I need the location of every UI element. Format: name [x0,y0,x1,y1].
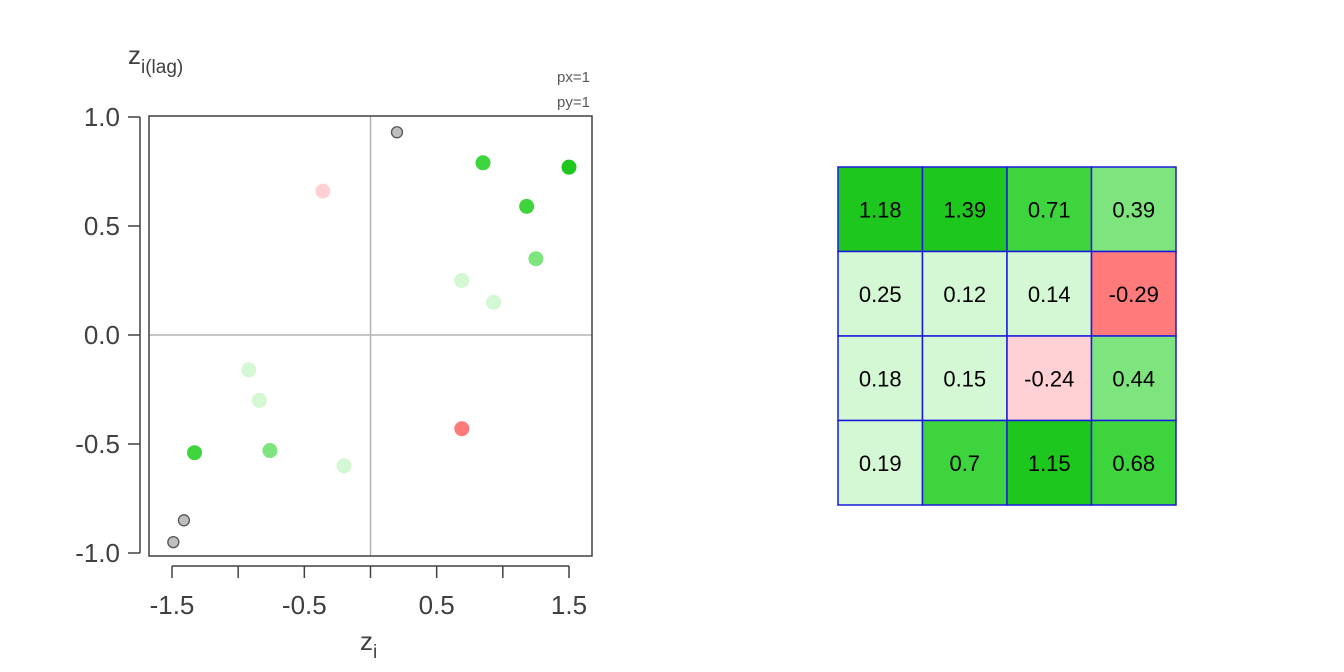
grid-cell [837,250,924,337]
grid-cell-value: 0.71 [1028,197,1071,222]
x-tick-label: 1.5 [551,590,587,620]
py-annotation: py=1 [557,94,590,111]
grid-cell-value: 0.15 [943,366,986,391]
scatter-point [167,535,180,549]
x-axis-title: zi [360,626,377,663]
grid-cell-value: 0.25 [859,282,902,307]
grid-cell-value: 0.19 [859,451,902,476]
scatter-point [486,294,502,310]
scatter-point [454,273,470,288]
grid-cell [1090,335,1177,422]
y-tick-label: -1.0 [75,538,120,568]
grid-cell [837,419,924,506]
lag-value-grid: 1.18 1.39 0.71 0.39 0.25 0.12 0.14 -0.29 0.18 0.1… [837,166,1177,506]
grid-cell-value: 0.12 [943,282,986,307]
grid-cell-value: 0.68 [1112,451,1155,476]
y-tick-label: 0.5 [84,211,120,241]
grid-cell [1090,250,1177,337]
scatter-point [186,445,202,461]
x-tick-label: -1.5 [150,590,195,620]
grid-cell-value: 1.15 [1028,451,1071,476]
scatter-point [390,126,404,139]
x-axis: -1.5 -0.5 0.5 1.5 [150,565,587,620]
grid-cell-value: 1.39 [943,197,986,222]
scatter-point [177,514,191,527]
moran-scatterplot: zi(lag) px=1 py=1 -1.5 -0.5 0.5 1.5 1.0 0.5 0… [75,40,593,663]
grid-cell-value: -0.29 [1109,282,1159,307]
grid-cell-value: 0.14 [1028,282,1071,307]
grid-cell [1006,419,1093,506]
scatter-points [167,126,577,549]
scatter-point [241,362,257,378]
px-annotation: px=1 [557,69,590,86]
grid-cell [1006,335,1093,422]
grid-cell-value: 0.7 [949,451,980,476]
grid-cell-value: -0.24 [1024,366,1074,391]
y-tick-label: 1.0 [84,102,120,132]
grid-cell-value: 1.18 [859,197,902,222]
grid-cell [1090,419,1177,506]
scatter-point [475,155,491,171]
y-axis: 1.0 0.5 0.0 -0.5 -1.0 [75,102,141,568]
grid-cell [1090,166,1177,253]
grid-cell [921,335,1008,422]
y-tick-label: 0.0 [84,320,120,350]
scatter-point [262,443,278,459]
scatter-point [454,421,470,437]
grid-cell-value: 0.39 [1112,197,1155,222]
scatter-point [315,183,331,199]
scatter-point [336,458,352,474]
grid-cell [921,250,1008,337]
scatter-point [528,251,544,267]
plot-frame [148,115,593,557]
grid-cell-value: 0.18 [859,366,902,391]
scatter-point [251,392,267,408]
grid-cell-value: 0.44 [1112,366,1155,391]
x-tick-label: 0.5 [419,590,455,620]
y-tick-label: -0.5 [75,429,120,459]
scatter-point [519,198,535,214]
grid-cell [837,335,924,422]
scatter-point [561,159,577,175]
x-tick-label: -0.5 [282,590,327,620]
grid-cell [921,419,1008,506]
y-axis-title: zi(lag) [128,40,183,78]
